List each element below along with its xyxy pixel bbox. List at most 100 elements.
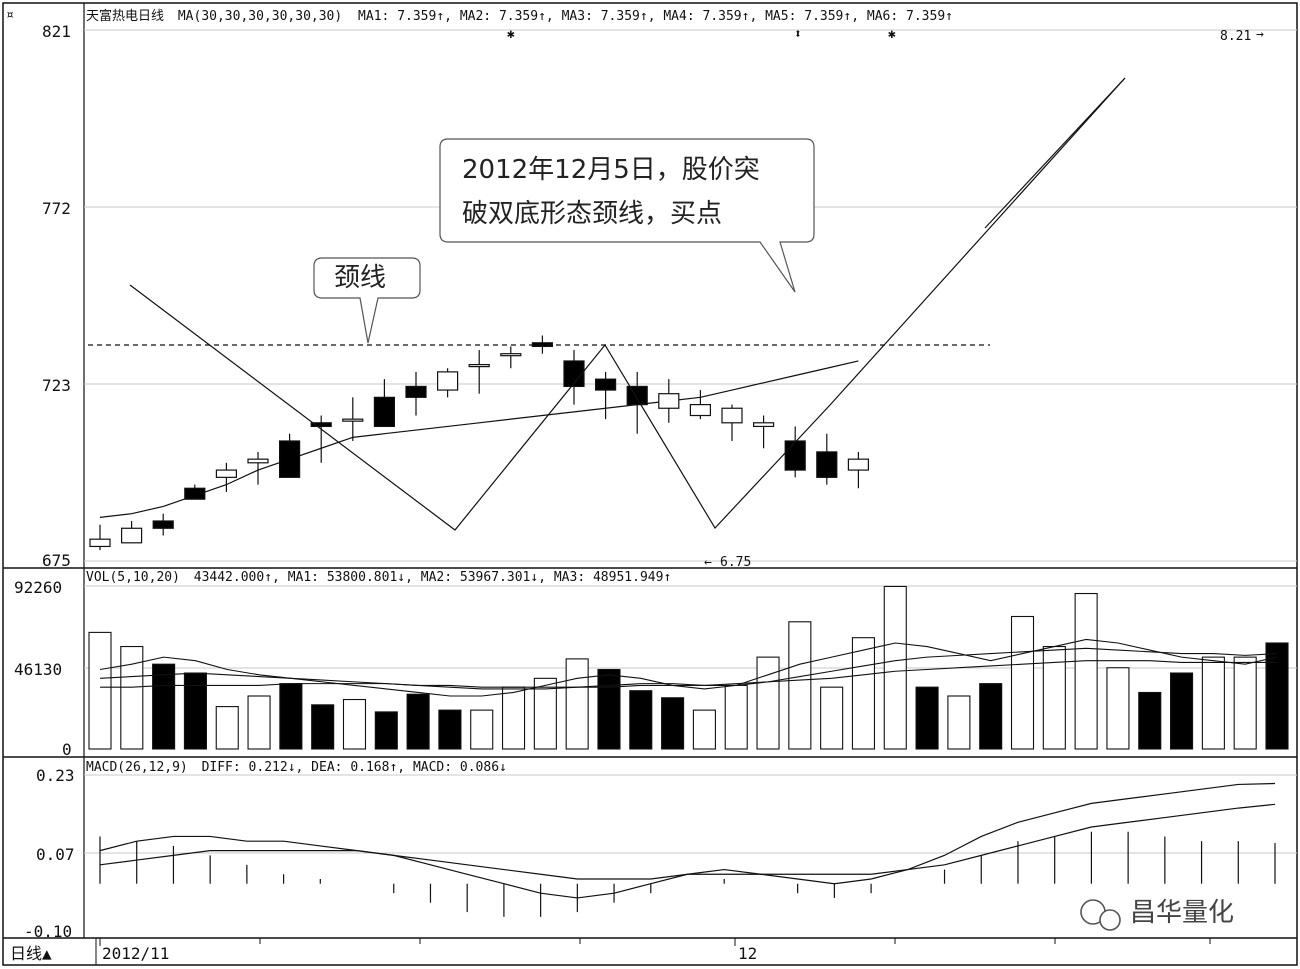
vol-value: 43442.000 <box>194 570 264 585</box>
candle-body <box>310 422 332 428</box>
candle-body <box>342 418 364 422</box>
price-ytick-1: 821 <box>42 22 71 41</box>
macd-lines <box>99 782 1276 899</box>
x-ticks <box>99 938 1211 946</box>
volume-bar <box>183 672 207 750</box>
volume-bar <box>152 663 176 750</box>
watermark-text: 昌华量化 <box>1130 898 1234 928</box>
high-price-label: 8.21 <box>1220 29 1251 44</box>
macd-ytick-3: -0.10 <box>24 922 72 941</box>
dea-name: DEA <box>311 760 335 775</box>
volume-bar <box>88 631 112 750</box>
macd-ytick-1: 0.23 <box>36 766 75 785</box>
volume-bar <box>438 709 462 750</box>
candle-body <box>437 371 459 391</box>
callout-line-1: 2012年12月5日，股价突 <box>462 155 760 185</box>
volume-header: VOL(5,10,20) 43442.000↑, MA1: 53800.801↓… <box>86 570 671 585</box>
volume-bar <box>756 656 780 750</box>
macd-histogram <box>99 831 1276 917</box>
volume-bar <box>374 711 398 750</box>
volume-bar <box>1170 672 1194 750</box>
volume-bar <box>501 686 526 750</box>
volume-bar <box>724 684 748 750</box>
candle-body <box>816 451 838 478</box>
macd-diff-line <box>99 782 1276 899</box>
ma5-value: 7.359 <box>804 9 843 24</box>
volume-ytick-2: 46130 <box>14 660 62 679</box>
breakout-callout-box <box>439 138 815 293</box>
vol-ma2-value: 53967.301 <box>460 570 530 585</box>
volume-bar <box>215 706 239 750</box>
vol-ma1-value: 53800.801 <box>327 570 397 585</box>
volume-ytick-1: 92260 <box>14 578 62 597</box>
volume-bar <box>470 709 494 750</box>
period-dropdown-icon: ▲ <box>42 944 52 963</box>
candle-body <box>247 458 269 464</box>
macd-header: MACD(26,12,9) DIFF: 0.212↓, DEA: 0.168↑,… <box>86 760 507 775</box>
volume-bar <box>533 677 557 750</box>
volume-ma-line-3 <box>100 660 1277 688</box>
price-ytick-4: 675 <box>42 551 71 570</box>
candle-body <box>373 396 395 428</box>
candles <box>89 335 870 551</box>
volume-bar <box>629 690 653 750</box>
volume-bar <box>947 695 971 750</box>
volume-bar <box>851 637 876 750</box>
volume-bar <box>1201 656 1225 750</box>
candle-body <box>89 538 111 548</box>
candle-body <box>120 527 143 544</box>
menu-icon[interactable]: ¤ <box>6 8 14 23</box>
candle-body <box>658 393 680 409</box>
candle-body <box>468 364 490 368</box>
volume-bar <box>279 683 303 750</box>
candle-body <box>500 353 522 357</box>
macd-name: MACD <box>413 760 444 775</box>
candle-body <box>689 404 712 417</box>
high-arrow-icon: → <box>1256 27 1264 42</box>
volume-bar <box>979 683 1003 750</box>
watermark: 昌华量化 <box>1080 898 1234 931</box>
candle-body <box>847 458 870 471</box>
volume-bars <box>88 585 1289 750</box>
volume-bar <box>820 686 844 750</box>
candle-body <box>405 385 427 398</box>
volume-bar <box>1233 656 1257 750</box>
marker-star-1: ✱ <box>507 27 515 42</box>
ma1-name: MA1 <box>358 9 381 24</box>
vol-ma3-value: 48951.949 <box>593 570 663 585</box>
candle-body <box>721 407 743 424</box>
low-price-label: 6.75 <box>720 555 751 570</box>
callout-line-2: 破双底形态颈线，买点 <box>462 199 722 229</box>
ma-params: MA(30,30,30,30,30,30) <box>178 9 342 24</box>
volume-bar <box>883 585 907 750</box>
volume-bar <box>120 645 144 750</box>
neckline-extension <box>984 77 1126 229</box>
low-arrow-icon: ← <box>704 555 712 570</box>
price-ytick-2: 772 <box>42 199 71 218</box>
volume-bar <box>311 704 335 750</box>
xaxis-label-1: 2012/11 <box>102 944 169 963</box>
marker-star-2: ⬍ <box>794 27 802 42</box>
vol-params: VOL(5,10,20) <box>86 570 180 585</box>
period-selector[interactable]: 日线▲ <box>10 944 52 963</box>
volume-bar <box>661 697 685 750</box>
price-ytick-3: 723 <box>42 376 71 395</box>
volume-ma-line-2 <box>99 647 1278 690</box>
macd-dea-line <box>99 803 1276 880</box>
ma2-name: MA2 <box>460 9 483 24</box>
ma1-value: 7.359 <box>397 9 436 24</box>
macd-params: MACD(26,12,9) <box>86 760 188 775</box>
volume-ytick-3: 0 <box>62 740 72 759</box>
volume-bar <box>1265 642 1289 750</box>
candle-body <box>626 385 648 406</box>
ma5-name: MA5 <box>765 9 788 24</box>
volume-bar <box>1138 691 1162 750</box>
volume-bar <box>247 695 271 750</box>
ma3-value: 7.359 <box>601 9 640 24</box>
diff-value: 0.212 <box>249 760 288 775</box>
volume-bar <box>1010 615 1035 750</box>
candle-body <box>784 440 806 471</box>
volume-bar <box>565 658 589 750</box>
